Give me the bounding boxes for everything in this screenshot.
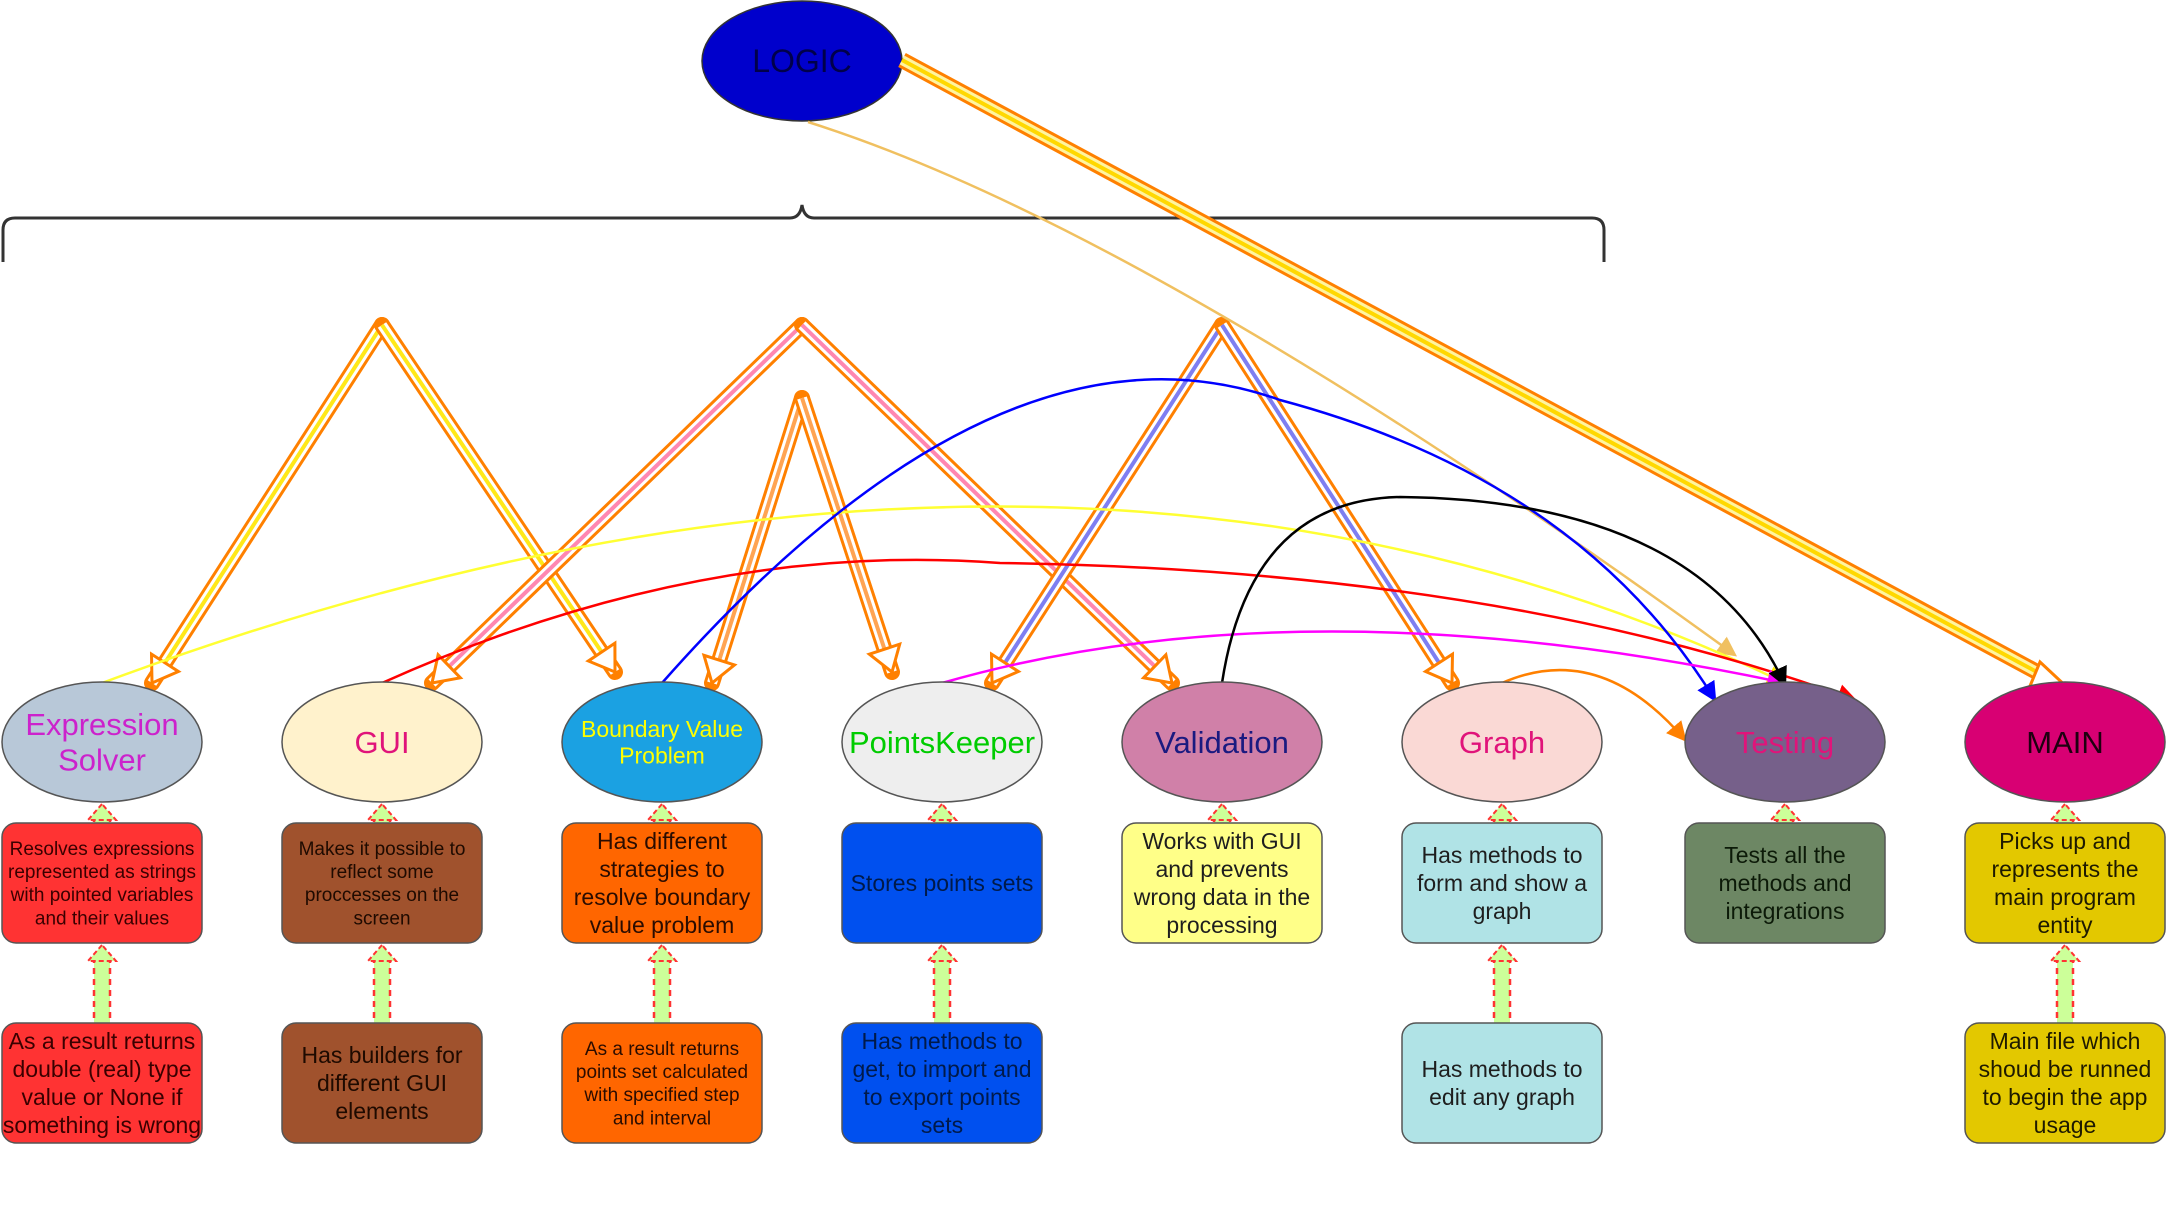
module-node-testing[interactable]: Testing xyxy=(1684,681,1886,803)
box-text-line: Works with GUI xyxy=(1142,828,1301,854)
box-text-line: value or None if xyxy=(21,1084,183,1110)
box-text-line: processing xyxy=(1166,912,1277,938)
box-text-line: screen xyxy=(353,908,410,929)
box-text-line: value problem xyxy=(590,912,734,938)
box-text-line: shoud be runned xyxy=(1979,1056,2152,1082)
box-text-line: wrong data in the xyxy=(1133,884,1310,910)
module-label-validation: Validation xyxy=(1155,725,1289,760)
box-text-line: resolve boundary xyxy=(574,884,751,910)
box-text-line: sets xyxy=(921,1112,963,1138)
module-label-testing: Testing xyxy=(1736,725,1834,760)
module-node-points-keeper[interactable]: PointsKeeper xyxy=(841,681,1043,803)
box-text-line: Has methods to xyxy=(1421,1056,1582,1082)
link-graph-testing xyxy=(1501,668,1687,742)
box-text-line: Stores points sets xyxy=(851,870,1034,896)
box-text-line: double (real) type xyxy=(13,1056,192,1082)
box-text-line: methods and xyxy=(1719,870,1852,896)
module-label-gui: GUI xyxy=(354,725,409,760)
box-text-line: integrations xyxy=(1726,898,1845,924)
link-boundary-testing xyxy=(661,378,1717,703)
box-text-line: elements xyxy=(335,1098,428,1124)
link-pointskeeper-testing xyxy=(941,630,1788,690)
box-text-line: As a result returns xyxy=(9,1028,196,1054)
module-label-main: MAIN xyxy=(2026,725,2104,760)
module-label-expression-solver: Solver xyxy=(58,743,146,778)
module-label-points-keeper: PointsKeeper xyxy=(849,725,1035,760)
box-text-line: main program xyxy=(1994,884,2136,910)
box-text-line: strategies to xyxy=(599,856,724,882)
box-text-line: and interval xyxy=(613,1108,711,1129)
root-node-label: LOGIC xyxy=(752,43,852,79)
description-box-points-keeper-1: Stores points sets xyxy=(841,822,1043,944)
box-text-line: entity xyxy=(2038,912,2093,938)
box-text-line: to export points xyxy=(863,1084,1020,1110)
box-text-line: points set calculated xyxy=(576,1062,748,1083)
link-gui-testing xyxy=(381,558,1858,704)
module-label-graph: Graph xyxy=(1459,725,1545,760)
box-text-line: different GUI xyxy=(317,1070,447,1096)
box-text-line: represents the xyxy=(1991,856,2138,882)
box-text-line: form and show a xyxy=(1417,870,1587,896)
box-text-line: graph xyxy=(1473,898,1532,924)
box-text-line: As a result returns xyxy=(585,1039,739,1060)
box-text-line: something is wrong xyxy=(3,1112,201,1138)
root-node[interactable]: LOGIC xyxy=(701,0,903,122)
module-node-graph[interactable]: Graph xyxy=(1401,681,1603,803)
box-text-line: and their values xyxy=(35,908,169,929)
box-text-line: Has different xyxy=(597,828,728,854)
box-text-line: reflect some xyxy=(330,862,433,883)
box-text-line: to begin the app xyxy=(1983,1084,2148,1110)
box-text-line: and prevents xyxy=(1156,856,1289,882)
box-text-line: usage xyxy=(2034,1112,2097,1138)
logic-to-main-arrow xyxy=(898,52,2075,692)
tent-arrows xyxy=(144,317,1460,691)
box-text-line: Has methods to xyxy=(861,1028,1022,1054)
dashed-connectors xyxy=(85,802,2082,1023)
box-text-line: represented as strings xyxy=(8,862,196,883)
box-text-line: Tests all the xyxy=(1724,842,1845,868)
link-validation-testing xyxy=(1220,495,1787,688)
box-text-line: Resolves expressions xyxy=(10,839,195,860)
module-label-boundary-value-problem: Boundary Value xyxy=(581,716,743,742)
module-node-validation[interactable]: Validation xyxy=(1121,681,1323,803)
link-expression-solver-testing xyxy=(101,505,1788,685)
module-node-main[interactable]: MAIN xyxy=(1964,681,2166,803)
box-text-line: proccesses on the xyxy=(305,885,459,906)
box-text-line: Has builders for xyxy=(301,1042,462,1068)
box-text-line: get, to import and xyxy=(853,1056,1032,1082)
module-node-gui[interactable]: GUI xyxy=(281,681,483,803)
logic-brace xyxy=(1,204,1606,262)
module-label-boundary-value-problem: Problem xyxy=(619,742,705,768)
box-text-line: Main file which xyxy=(1990,1028,2141,1054)
box-text-line: Has methods to xyxy=(1421,842,1582,868)
box-text-line: with pointed variables xyxy=(10,885,194,906)
box-text-line: Picks up and xyxy=(1999,828,2131,854)
box-text-line: Makes it possible to xyxy=(299,839,466,860)
box-text-line: with specified step xyxy=(583,1085,739,1106)
module-label-expression-solver: Expression xyxy=(25,707,178,742)
box-text-line: edit any graph xyxy=(1429,1084,1575,1110)
testing-links xyxy=(101,378,1858,742)
